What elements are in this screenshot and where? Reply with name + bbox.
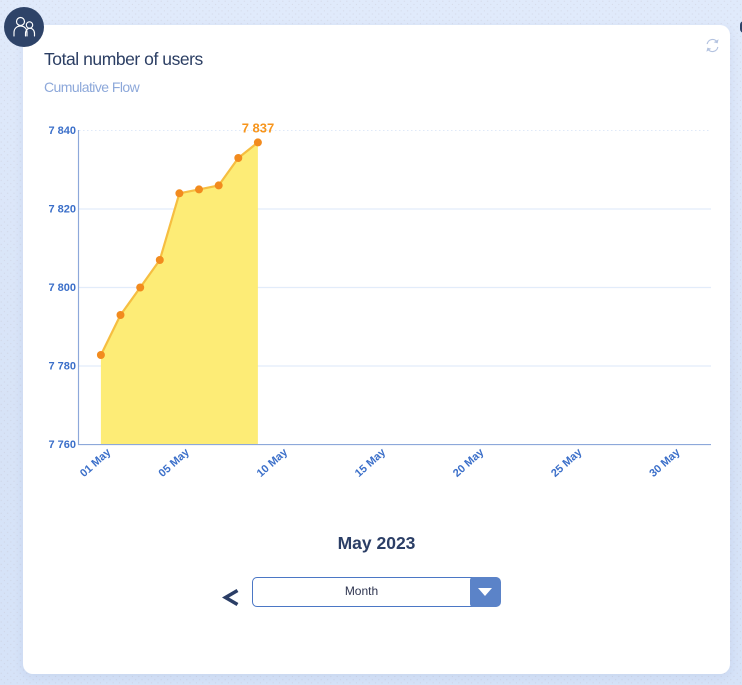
svg-text:30 May: 30 May	[647, 446, 683, 480]
svg-text:15 May: 15 May	[353, 446, 389, 480]
svg-text:7 800: 7 800	[48, 282, 76, 294]
svg-text:7 760: 7 760	[48, 439, 76, 451]
svg-text:7 840: 7 840	[48, 125, 76, 137]
svg-text:10 May: 10 May	[255, 446, 291, 480]
svg-text:20 May: 20 May	[451, 446, 487, 480]
svg-text:7 820: 7 820	[48, 204, 76, 216]
svg-text:7 780: 7 780	[48, 361, 76, 373]
svg-text:01 May: 01 May	[78, 446, 114, 480]
svg-text:7 837: 7 837	[242, 121, 275, 136]
svg-text:25 May: 25 May	[549, 446, 585, 480]
svg-text:05 May: 05 May	[157, 446, 193, 480]
